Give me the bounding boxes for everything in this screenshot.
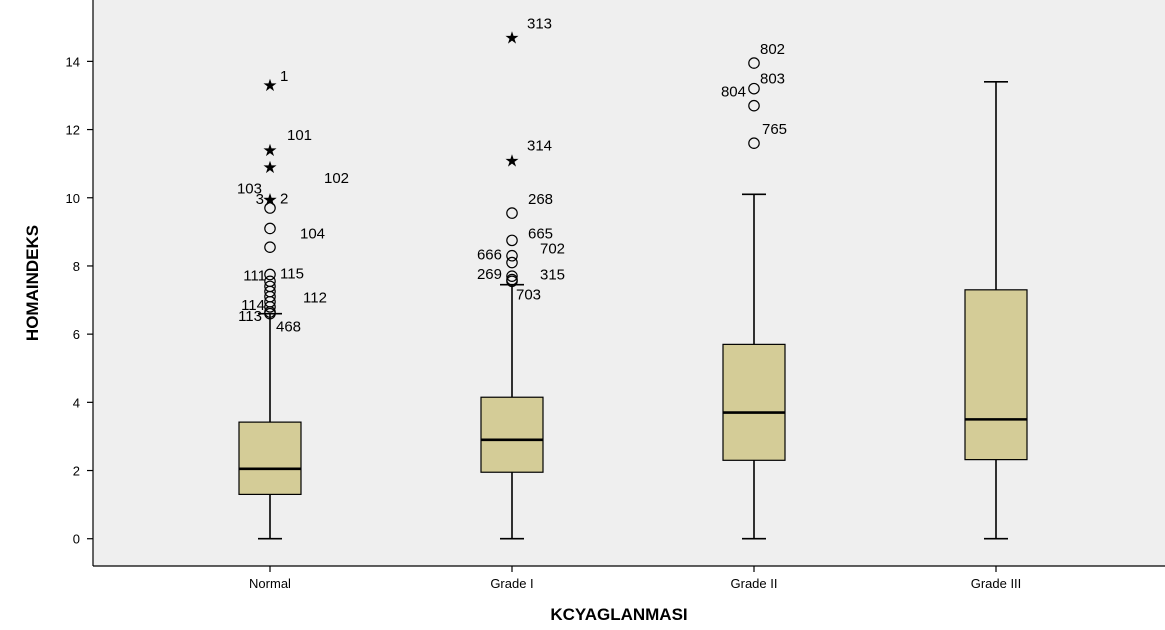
x-tick-label: Grade II (731, 576, 778, 591)
outlier-circle (506, 256, 518, 269)
box-group-grade-i (480, 283, 544, 540)
outlier-label: 268 (528, 191, 553, 208)
outliers-layer: ★ 1★101★102★103★ 23104115111112114113468★3… (237, 16, 787, 336)
outlier-circle (748, 99, 760, 112)
outlier-circle (264, 307, 276, 320)
y-tick-label: 6 (73, 327, 80, 342)
outlier-label: 114 (241, 297, 265, 314)
outlier-circle (506, 275, 518, 288)
outlier-label: 2 (280, 190, 288, 207)
outlier-label: 315 (540, 267, 565, 284)
box-group-grade-ii (722, 193, 786, 540)
box-group-normal (238, 312, 302, 540)
outlier-star: ★ (262, 76, 277, 96)
outlier-label: 115 (280, 265, 304, 282)
box-iqr (480, 396, 544, 473)
outlier-label: 103 (237, 180, 262, 197)
box-iqr (722, 343, 786, 461)
outlier-label: 113 (238, 308, 262, 325)
outlier-star: ★ (262, 158, 277, 178)
outlier-star: ★ (262, 141, 277, 161)
outlier-circle (506, 270, 518, 282)
outlier-circle (748, 137, 760, 150)
x-axis-title: KCYAGLANMASI (550, 605, 687, 624)
outlier-label: 803 (760, 71, 785, 88)
outlier-circle (264, 268, 276, 281)
x-tick-label: Grade III (971, 576, 1022, 591)
outlier-circle (506, 249, 518, 262)
y-tick-label: 2 (73, 464, 80, 479)
outlier-label: 101 (287, 127, 312, 144)
box-group-grade-iii (964, 81, 1028, 540)
box-iqr (964, 289, 1028, 461)
outlier-circle (506, 234, 518, 247)
outlier-circle (264, 222, 276, 235)
outlier-circle (264, 301, 276, 313)
y-tick-label: 14 (66, 54, 80, 69)
y-tick-label: 0 (73, 532, 80, 547)
outlier-label: 702 (540, 241, 565, 258)
outlier-star: ★ (262, 190, 277, 210)
outlier-star: ★ (504, 151, 519, 171)
outlier-star: ★ (262, 190, 277, 210)
outlier-circle (748, 82, 760, 95)
outlier-label: 102 (324, 170, 349, 187)
outlier-label: 802 (760, 41, 785, 58)
outlier-label: 112 (303, 290, 327, 307)
x-tick-label: Grade I (490, 576, 533, 591)
outlier-label: 313 (527, 16, 552, 33)
outlier-circle (748, 57, 760, 69)
outlier-label: 703 (516, 286, 541, 303)
outlier-circle (264, 202, 276, 214)
y-tick-label: 4 (73, 395, 80, 410)
outlier-circle (264, 241, 276, 253)
outlier-label: 665 (528, 225, 553, 242)
outlier-label: 666 (477, 247, 502, 264)
outlier-label: 765 (762, 121, 787, 138)
y-axis-title: HOMAINDEKS (23, 225, 42, 341)
outlier-label: 3 (256, 191, 264, 208)
outlier-circle (506, 207, 518, 219)
box-iqr (238, 421, 302, 495)
outlier-label: 468 (276, 319, 301, 336)
x-tick-label: Normal (249, 576, 291, 591)
outlier-star: ★ (504, 29, 519, 49)
outlier-label: 314 (527, 137, 552, 154)
outlier-label: 804 (721, 84, 746, 101)
outlier-label: 111 (243, 267, 266, 284)
boxes-layer (238, 81, 1028, 540)
outlier-label: 269 (477, 266, 502, 283)
outlier-label: 104 (300, 225, 325, 242)
y-tick-label: 12 (66, 123, 80, 138)
outlier-label: 1 (280, 68, 288, 85)
y-tick-label: 8 (73, 259, 80, 274)
y-tick-label: 10 (66, 191, 80, 206)
